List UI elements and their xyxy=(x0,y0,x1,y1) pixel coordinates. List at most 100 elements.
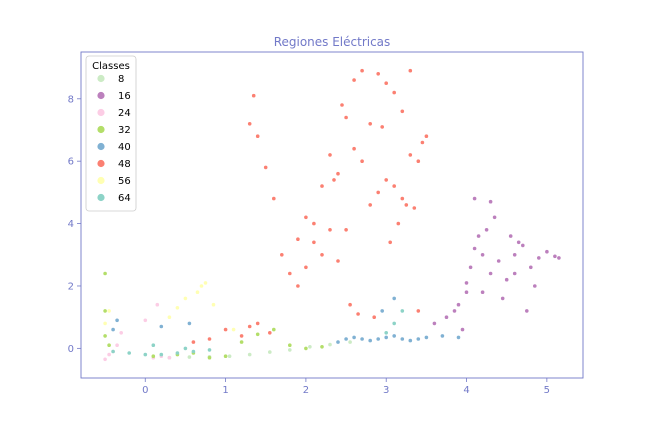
data-point-class-32 xyxy=(103,334,107,338)
data-point-class-64 xyxy=(384,331,389,335)
data-point-class-48 xyxy=(251,93,256,98)
data-point-class-48 xyxy=(376,190,381,195)
data-point-class-48 xyxy=(320,253,324,257)
data-point-class-16 xyxy=(492,215,497,220)
data-point-class-48 xyxy=(312,240,316,245)
data-point-class-16 xyxy=(444,315,449,320)
data-point-class-16 xyxy=(557,256,561,260)
data-point-class-48 xyxy=(400,109,405,114)
data-point-class-64 xyxy=(175,351,180,355)
data-point-class-48 xyxy=(263,165,268,170)
data-point-class-8 xyxy=(308,345,312,349)
data-point-class-48 xyxy=(384,81,389,85)
data-point-class-48 xyxy=(368,122,373,126)
x-tick-label: 2 xyxy=(303,385,309,396)
data-point-class-16 xyxy=(484,228,489,232)
data-point-class-48 xyxy=(280,253,284,257)
data-point-class-48 xyxy=(372,315,377,320)
data-point-class-48 xyxy=(272,196,276,201)
y-tick-label: 8 xyxy=(68,94,74,105)
y-tick-label: 0 xyxy=(68,344,74,355)
data-point-class-64 xyxy=(159,352,164,357)
data-point-class-56 xyxy=(231,327,236,332)
data-point-class-48 xyxy=(412,206,417,210)
data-point-class-56 xyxy=(203,281,208,285)
y-tick-label: 6 xyxy=(68,157,74,168)
data-point-class-48 xyxy=(416,159,421,163)
data-point-class-40 xyxy=(376,337,381,341)
data-point-class-40 xyxy=(440,334,445,338)
data-point-class-64 xyxy=(400,309,405,313)
data-point-class-56 xyxy=(195,290,200,295)
legend-marker-class-16 xyxy=(97,91,105,100)
data-point-class-48 xyxy=(255,321,260,326)
data-point-class-16 xyxy=(472,196,477,201)
data-point-class-64 xyxy=(191,349,196,354)
data-point-class-32 xyxy=(239,340,244,344)
data-point-class-16 xyxy=(512,253,517,257)
data-point-class-32 xyxy=(223,354,228,359)
data-point-class-48 xyxy=(404,203,409,207)
data-point-class-48 xyxy=(388,240,393,245)
data-point-class-40 xyxy=(187,321,192,326)
data-point-class-64 xyxy=(151,343,156,348)
data-point-class-48 xyxy=(368,203,373,207)
data-point-class-40 xyxy=(344,337,348,341)
data-point-class-16 xyxy=(529,265,533,270)
data-point-class-32 xyxy=(103,309,107,313)
data-point-class-24 xyxy=(103,357,107,362)
legend-title: Classes xyxy=(92,61,130,72)
data-point-class-32 xyxy=(151,354,156,359)
legend-marker-class-32 xyxy=(97,125,105,134)
data-point-class-40 xyxy=(392,334,397,338)
data-point-class-48 xyxy=(400,196,405,201)
data-point-class-48 xyxy=(312,221,316,226)
x-tick-label: 0 xyxy=(142,385,148,396)
legend-marker-class-56 xyxy=(97,176,105,185)
y-tick-label: 2 xyxy=(68,281,74,292)
data-point-class-48 xyxy=(384,178,389,182)
legend-label-class-56: 56 xyxy=(118,176,131,187)
data-point-class-16 xyxy=(504,277,509,282)
data-point-class-48 xyxy=(392,184,397,188)
x-tick-label: 5 xyxy=(544,385,550,396)
legend-label-class-16: 16 xyxy=(118,91,131,102)
data-point-class-24 xyxy=(119,331,123,335)
data-point-class-64 xyxy=(111,349,115,354)
data-point-class-64 xyxy=(392,321,397,326)
data-point-class-40 xyxy=(368,338,373,343)
data-point-class-32 xyxy=(288,343,292,348)
data-point-class-40 xyxy=(400,337,405,341)
data-point-class-40 xyxy=(360,337,364,341)
data-point-class-48 xyxy=(416,309,421,313)
data-point-class-32 xyxy=(304,346,308,351)
data-point-class-48 xyxy=(392,90,397,95)
legend-marker-class-8 xyxy=(97,74,105,83)
data-point-class-48 xyxy=(239,334,244,338)
chart-title: Regiones Eléctricas xyxy=(274,35,391,49)
data-point-class-24 xyxy=(155,302,160,307)
data-point-class-48 xyxy=(191,340,196,344)
data-point-class-56 xyxy=(211,302,216,307)
data-point-class-8 xyxy=(288,348,292,352)
data-point-class-48 xyxy=(344,115,348,120)
legend-label-class-40: 40 xyxy=(118,142,131,153)
legend-marker-class-40 xyxy=(97,142,105,151)
data-point-class-48 xyxy=(296,284,300,288)
data-point-class-48 xyxy=(336,171,340,176)
data-point-class-48 xyxy=(360,68,364,73)
data-point-class-32 xyxy=(107,343,111,348)
data-point-class-48 xyxy=(207,337,212,341)
data-point-class-56 xyxy=(103,321,107,326)
data-point-class-64 xyxy=(127,351,131,355)
data-point-class-24 xyxy=(115,343,119,348)
points-layer xyxy=(103,68,561,362)
data-point-class-40 xyxy=(336,340,340,344)
legend-label-class-24: 24 xyxy=(118,108,131,119)
x-tick-label: 1 xyxy=(222,385,228,396)
data-point-class-32 xyxy=(207,355,212,360)
data-point-class-48 xyxy=(268,331,272,335)
data-point-class-16 xyxy=(452,309,457,313)
